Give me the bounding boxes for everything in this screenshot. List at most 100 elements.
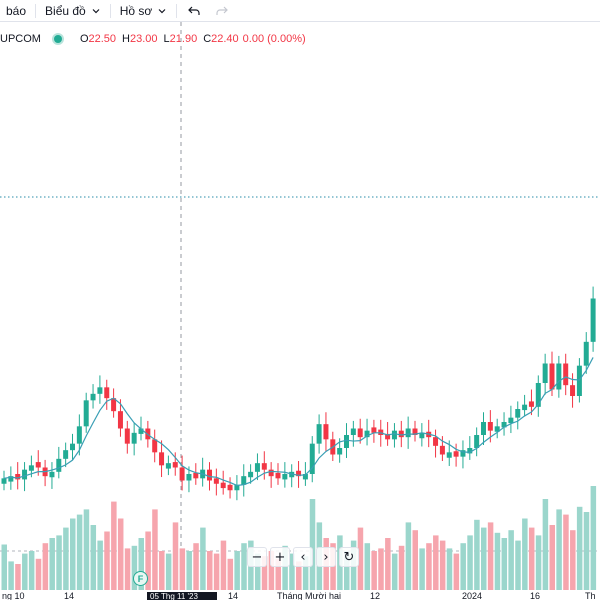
volume-bar: [487, 522, 494, 590]
x-tick: ng 10: [2, 591, 25, 600]
volume-bar: [583, 512, 590, 590]
volume-bar: [227, 558, 234, 590]
volume-bar: [508, 530, 514, 590]
candle-body: [131, 432, 137, 444]
candle-body: [282, 474, 288, 480]
scroll-right-button[interactable]: ›: [316, 547, 336, 567]
candle-body: [323, 424, 329, 440]
volume-bar: [446, 548, 453, 590]
candle-body: [35, 462, 41, 468]
volume-bar: [241, 543, 247, 590]
candle-body: [275, 472, 281, 479]
candle-body: [1, 478, 7, 484]
candle-body: [494, 426, 500, 432]
candle-body: [583, 341, 589, 366]
market-status-icon[interactable]: [51, 32, 65, 46]
candle-body: [152, 439, 158, 453]
candle-body: [159, 452, 165, 466]
candle-body: [124, 428, 130, 444]
volume-bar: [42, 543, 49, 590]
volume-bar: [289, 553, 295, 590]
toolbar-divider: [35, 3, 37, 18]
candle-body: [350, 428, 356, 435]
volume-bar: [391, 553, 398, 590]
volume-bar: [522, 518, 528, 590]
volume-bar: [474, 519, 480, 590]
volume-bar: [590, 486, 597, 590]
candle-body: [364, 430, 370, 438]
candle-body: [227, 484, 233, 491]
zoom-in-button[interactable]: +: [270, 547, 290, 567]
undo-button[interactable]: [180, 0, 208, 22]
candle-body: [337, 448, 343, 455]
volume-bar: [200, 527, 206, 590]
candle-body: [76, 426, 82, 444]
volume-bar: [576, 506, 583, 590]
volume-bar: [193, 543, 199, 590]
event-badge[interactable]: F: [133, 571, 148, 586]
zoom-out-button[interactable]: −: [247, 547, 267, 567]
volume-bar: [15, 564, 21, 590]
candle-body: [179, 467, 185, 481]
open-value: 22.50: [88, 33, 117, 45]
chevron-down-icon: [92, 8, 100, 13]
volume-bar: [220, 540, 227, 590]
volume-bar: [528, 527, 535, 590]
volume-bar: [268, 551, 275, 590]
reset-chart-button[interactable]: ↻: [339, 547, 359, 567]
symbol-exchange[interactable]: UPCOM: [0, 33, 41, 45]
volume-bar: [357, 527, 364, 590]
candle-body: [542, 363, 548, 383]
volume-bar: [131, 545, 138, 590]
crosshair-time-label: 05 Thg 11 '23: [147, 592, 217, 600]
alert-menu[interactable]: báo: [0, 0, 32, 22]
volume-bar: [494, 532, 501, 590]
candle-body: [357, 428, 363, 438]
toolbar-divider: [176, 3, 178, 18]
volume-bar: [76, 514, 83, 590]
candle-body: [419, 432, 425, 439]
volume-bar: [159, 551, 165, 590]
time-axis[interactable]: ng 10 14 14 Tháng Mười hai 12 2024 16 Th: [0, 590, 600, 600]
candle-body: [563, 363, 569, 386]
volume-bar: [535, 535, 542, 590]
chart-menu[interactable]: Biểu đồ: [39, 0, 107, 22]
candle-body: [15, 474, 21, 480]
volume-bar: [426, 543, 432, 590]
volume-bar: [207, 551, 213, 590]
candle-body: [405, 428, 411, 438]
candle-body: [90, 393, 96, 401]
candle-body: [460, 450, 466, 457]
volume-bar: [186, 551, 192, 590]
volume-bar: [275, 558, 281, 590]
scroll-left-button[interactable]: ‹: [293, 547, 313, 567]
volume-bar: [378, 548, 384, 590]
volume-bar: [515, 540, 521, 590]
candle-body: [28, 465, 34, 471]
candle-body: [186, 474, 192, 481]
candle-body: [412, 428, 418, 435]
volume-bar: [398, 545, 405, 590]
candle-body: [453, 451, 459, 457]
candle-body: [515, 409, 521, 418]
candle-body: [117, 411, 123, 429]
profile-menu[interactable]: Hồ sơ: [114, 0, 174, 22]
volume-bar: [481, 527, 487, 590]
candle-body: [570, 385, 576, 396]
redo-button[interactable]: [208, 0, 236, 22]
volume-bar: [145, 531, 151, 590]
candle-body: [268, 469, 274, 477]
volume-bar: [412, 530, 418, 590]
volume-bar: [570, 530, 576, 590]
volume-bar: [371, 551, 377, 590]
high-value: 23.00: [130, 33, 158, 45]
volume-bar: [97, 540, 103, 590]
candle-body: [261, 463, 267, 470]
candle-body: [22, 469, 28, 480]
volume-bar: [254, 553, 261, 590]
candle-body: [56, 458, 62, 472]
volume-bar: [501, 538, 508, 590]
volume-bar: [179, 548, 186, 590]
x-tick: 14: [64, 591, 75, 600]
